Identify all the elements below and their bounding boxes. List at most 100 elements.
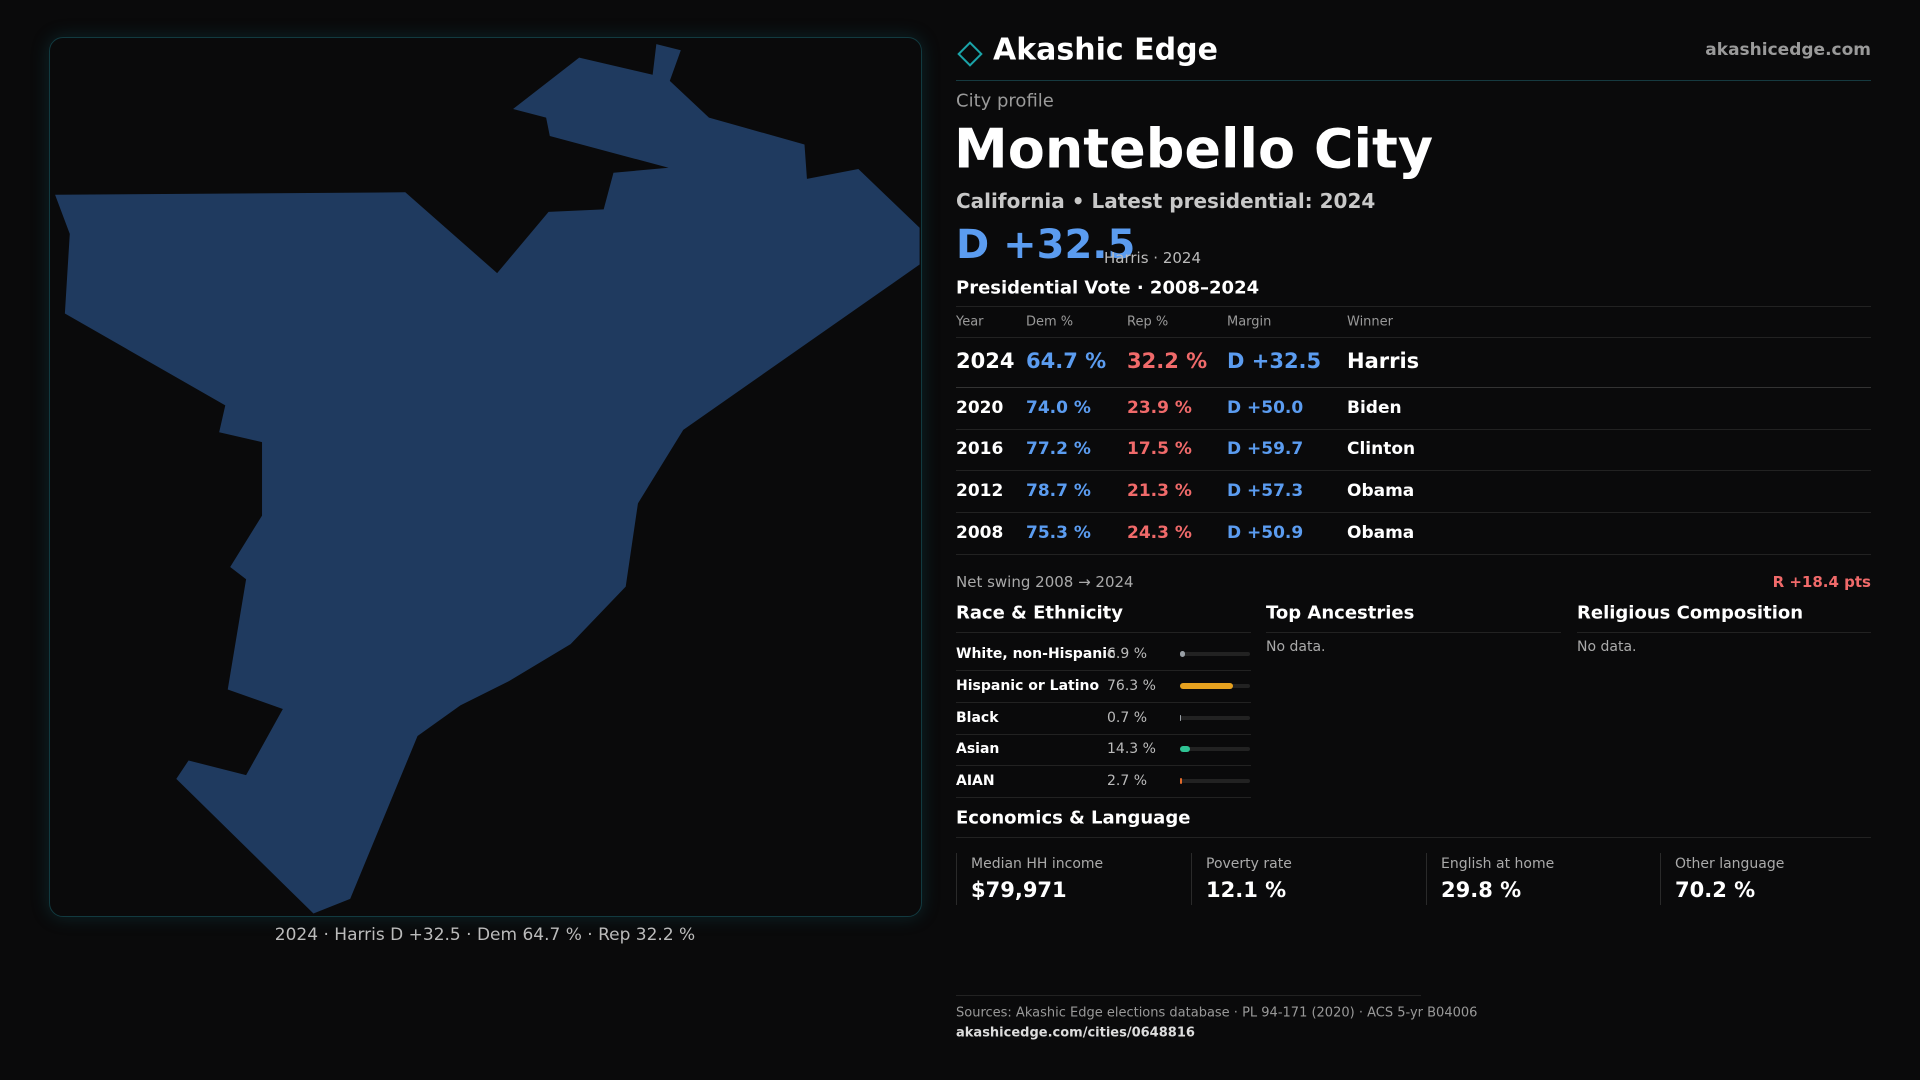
bar: [1180, 651, 1185, 657]
table-cell: 78.7 %: [1026, 481, 1091, 501]
table-cell: 2020: [956, 398, 1004, 418]
race-label: Hispanic or Latino: [956, 678, 1100, 694]
table-cell: 21.3 %: [1127, 481, 1192, 501]
ancestry-title: Top Ancestries: [1266, 602, 1415, 624]
table-cell: 74.0 %: [1026, 398, 1091, 418]
table-cell: 2016: [956, 439, 1004, 459]
swing-label: Net swing 2008 → 2024: [956, 573, 1134, 591]
race-value: 6.9 %: [1107, 646, 1148, 662]
rule: [956, 429, 1871, 430]
sources: Sources: Akashic Edge elections database…: [956, 1005, 1478, 1021]
bar: [1180, 746, 1190, 752]
table-cell: 2008: [956, 523, 1004, 543]
card-label: English at home: [1441, 856, 1555, 872]
table-cell: 64.7 %: [1026, 349, 1107, 373]
card-value: 29.8 %: [1441, 878, 1522, 902]
card-label: Poverty rate: [1206, 856, 1292, 872]
rule: [956, 734, 1251, 735]
city-name: Montebello City: [954, 117, 1434, 181]
card-value: $79,971: [971, 878, 1067, 902]
card: [1191, 853, 1402, 905]
card-value: 12.1 %: [1206, 878, 1287, 902]
card: [956, 853, 1167, 905]
subtitle: California • Latest presidential: 2024: [956, 189, 1376, 213]
map-caption: 2024 · Harris D +32.5 · Dem 64.7 % · Rep…: [274, 925, 696, 945]
bar-track: [1180, 779, 1250, 783]
table-cell: 2024: [956, 349, 1015, 373]
table-cell: 17.5 %: [1127, 439, 1192, 459]
rule: [956, 837, 1871, 838]
table-cell: D +50.9: [1227, 523, 1304, 543]
rule: [1266, 632, 1561, 633]
table-cell: 24.3 %: [1127, 523, 1192, 543]
table-cell: 75.3 %: [1026, 523, 1091, 543]
table-cell: Biden: [1347, 398, 1402, 418]
race-value: 0.7 %: [1107, 710, 1148, 726]
headline-margin: D +32.5: [956, 222, 1136, 268]
column-header: Margin: [1227, 314, 1272, 330]
rule: [956, 670, 1251, 671]
bar-track: [1180, 716, 1250, 720]
city-boundary: [55, 44, 920, 914]
race-value: 2.7 %: [1107, 773, 1148, 789]
card-value: 70.2 %: [1675, 878, 1756, 902]
rule: [956, 387, 1871, 388]
bar-track: [1180, 652, 1250, 656]
table-cell: 2012: [956, 481, 1004, 501]
bar: [1180, 778, 1182, 784]
card-label: Median HH income: [971, 856, 1104, 872]
race-label: AIAN: [956, 773, 995, 789]
ancestry-note: No data.: [1266, 639, 1326, 655]
brand: Akashic Edge: [993, 32, 1218, 68]
table-cell: 77.2 %: [1026, 439, 1091, 459]
logo: [957, 41, 983, 67]
table-cell: Obama: [1347, 481, 1415, 501]
column-header: Winner: [1347, 314, 1394, 330]
table-cell: D +50.0: [1227, 398, 1304, 418]
table-cell: D +32.5: [1227, 349, 1322, 373]
table-title: Presidential Vote · 2008–2024: [956, 277, 1260, 299]
bar: [1180, 683, 1234, 689]
religion-note: No data.: [1577, 639, 1637, 655]
race-title: Race & Ethnicity: [956, 602, 1123, 624]
kicker: City profile: [956, 90, 1054, 112]
rule: [956, 337, 1871, 338]
table-cell: Obama: [1347, 523, 1415, 543]
column-header: Year: [956, 314, 984, 330]
rule: [956, 470, 1871, 471]
race-value: 76.3 %: [1107, 678, 1156, 694]
race-value: 14.3 %: [1107, 741, 1156, 757]
rule: [1577, 632, 1871, 633]
rule: [956, 797, 1251, 798]
card: [1426, 853, 1637, 905]
swing-value: R +18.4 pts: [1772, 573, 1871, 591]
bar-track: [1180, 747, 1250, 751]
rule: [956, 554, 1871, 555]
card: [1660, 853, 1871, 905]
rule: [956, 306, 1871, 307]
race-label: Black: [956, 710, 999, 726]
table-cell: Clinton: [1347, 439, 1416, 459]
url[interactable]: akashicedge.com/cities/0648816: [956, 1025, 1195, 1041]
rule: [956, 512, 1871, 513]
table-cell: 23.9 %: [1127, 398, 1192, 418]
rule: [956, 995, 1421, 996]
margin-note: Harris · 2024: [1104, 249, 1202, 267]
column-header: Rep %: [1127, 314, 1169, 330]
rule: [956, 632, 1251, 633]
table-cell: D +59.7: [1227, 439, 1304, 459]
economics-title: Economics & Language: [956, 807, 1191, 829]
table-cell: 32.2 %: [1127, 349, 1208, 373]
header-rule: [956, 80, 1871, 81]
table-cell: Harris: [1347, 349, 1420, 373]
rule: [956, 702, 1251, 703]
race-label: Asian: [956, 741, 1000, 757]
card-label: Other language: [1675, 856, 1785, 872]
site-link[interactable]: akashicedge.com: [1705, 40, 1871, 60]
rule: [956, 765, 1251, 766]
religion-title: Religious Composition: [1577, 602, 1804, 624]
city-map: [49, 37, 922, 917]
table-cell: D +57.3: [1227, 481, 1304, 501]
race-label: White, non-Hispanic: [956, 646, 1116, 662]
